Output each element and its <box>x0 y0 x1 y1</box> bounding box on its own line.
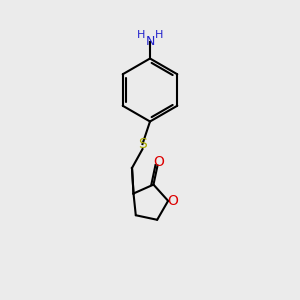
Text: O: O <box>153 155 164 169</box>
Text: O: O <box>167 194 178 208</box>
Text: N: N <box>145 35 155 49</box>
Text: S: S <box>138 137 147 151</box>
Text: H: H <box>155 30 163 40</box>
Text: H: H <box>137 30 145 40</box>
